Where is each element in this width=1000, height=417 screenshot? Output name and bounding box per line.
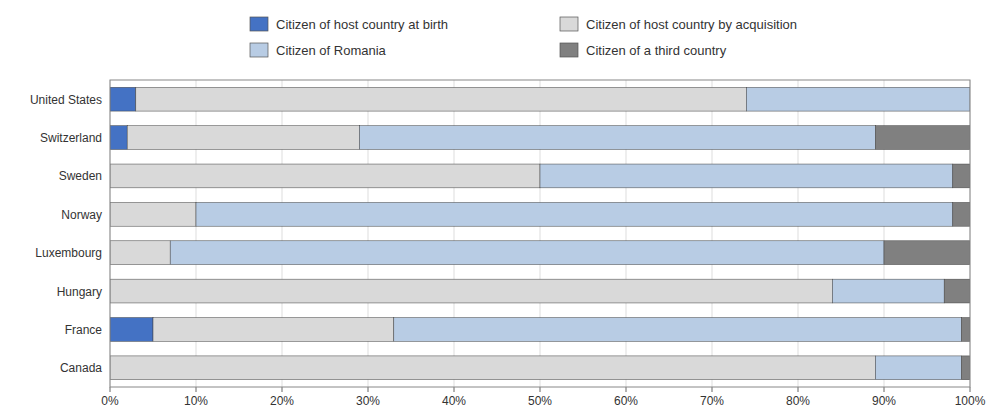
tick-label: 70%	[700, 394, 724, 408]
legend-label: Citizen of Romania	[276, 43, 387, 58]
bar	[944, 279, 970, 303]
tick-label: 0%	[101, 394, 119, 408]
bar	[961, 318, 970, 342]
tick-label: 30%	[356, 394, 380, 408]
tick-label: 20%	[270, 394, 294, 408]
bar	[961, 356, 970, 380]
tick-mark	[540, 387, 541, 392]
tick-mark	[196, 387, 197, 392]
tick-label: 90%	[872, 394, 896, 408]
bars	[110, 87, 970, 379]
bar	[110, 279, 832, 303]
bar	[884, 241, 970, 265]
bar	[540, 164, 953, 188]
category-label: Norway	[61, 208, 102, 222]
tick-mark	[970, 387, 971, 392]
legend-swatch	[250, 17, 268, 31]
tick-mark	[626, 387, 627, 392]
category-label: Switzerland	[40, 131, 102, 145]
legend-label: Citizen of host country by acquisition	[586, 17, 797, 32]
bar	[359, 126, 875, 150]
bar	[953, 164, 970, 188]
category-label: Sweden	[59, 169, 102, 183]
bar	[136, 87, 747, 111]
bar	[110, 356, 875, 380]
bar	[196, 202, 953, 226]
bar	[110, 241, 170, 265]
legend-swatch	[250, 43, 268, 57]
tick-mark	[712, 387, 713, 392]
tick-label: 100%	[955, 394, 986, 408]
tick-label: 10%	[184, 394, 208, 408]
bar	[110, 164, 540, 188]
bar	[875, 126, 970, 150]
bar	[127, 126, 359, 150]
tick-mark	[110, 387, 111, 392]
bar	[170, 241, 884, 265]
plot-frame	[110, 80, 970, 387]
category-label: Luxembourg	[35, 246, 102, 260]
grid	[110, 80, 970, 387]
tick-mark	[798, 387, 799, 392]
tick-mark	[368, 387, 369, 392]
category-label: United States	[30, 93, 102, 107]
y-axis: United States Switzerland Sweden Norway Luxe…	[30, 93, 102, 376]
tick-label: 50%	[528, 394, 552, 408]
legend-swatch	[560, 43, 578, 57]
category-label: Hungary	[57, 285, 102, 299]
bar	[153, 318, 394, 342]
chart: Citizen of host country at birth Citizen …	[0, 0, 1000, 417]
bar	[746, 87, 970, 111]
bar	[875, 356, 961, 380]
tick-label: 80%	[786, 394, 810, 408]
legend-label: Citizen of a third country	[586, 43, 727, 58]
x-axis: 0% 10% 20% 30% 40% 50% 60% 70% 80% 90% 100%	[101, 387, 985, 408]
bar	[394, 318, 962, 342]
category-label: Canada	[60, 361, 102, 375]
bar	[110, 87, 136, 111]
bar	[110, 126, 127, 150]
tick-mark	[282, 387, 283, 392]
legend: Citizen of host country at birth Citizen …	[250, 17, 797, 58]
category-label: France	[65, 323, 103, 337]
bar	[110, 318, 153, 342]
tick-mark	[884, 387, 885, 392]
bar	[953, 202, 970, 226]
tick-mark	[454, 387, 455, 392]
legend-label: Citizen of host country at birth	[276, 17, 448, 32]
bar	[832, 279, 944, 303]
tick-label: 40%	[442, 394, 466, 408]
bar	[110, 202, 196, 226]
tick-label: 60%	[614, 394, 638, 408]
legend-swatch	[560, 17, 578, 31]
